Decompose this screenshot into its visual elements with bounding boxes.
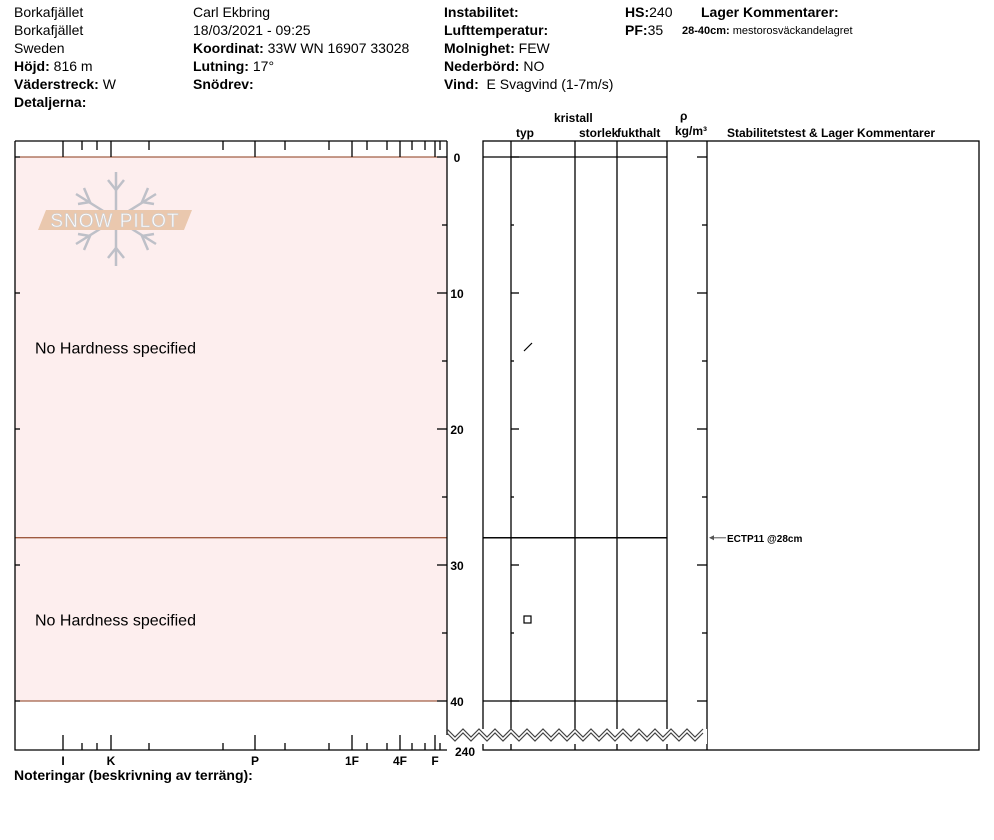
grain-decomposing-icon (523, 342, 533, 352)
details-label: Detaljerna: (14, 94, 87, 110)
depth-label: 30 (450, 559, 464, 573)
header-density-unit: kg/m³ (675, 124, 708, 138)
hardness-label-I: I (61, 754, 64, 768)
elevation: Höjd: 816 m (14, 57, 93, 75)
layer-comment: 28-40cm: mestorosväckandelagret (682, 22, 853, 40)
drift-label: Snödrev: (193, 76, 254, 92)
pf-label: PF: (625, 22, 648, 38)
header-crystal: kristall (554, 111, 593, 125)
header-size: storlek (579, 126, 619, 140)
sky: Molnighet: FEW (444, 39, 550, 57)
datetime: 18/03/2021 - 09:25 (193, 22, 311, 38)
sky-value: FEW (518, 40, 550, 56)
stability-test-label: ECTP11 @28cm (727, 534, 802, 545)
layer-comments-label: Lager Kommentarer: (701, 4, 839, 20)
hs: HS:240 (625, 3, 672, 21)
header-type: typ (516, 126, 534, 140)
depth-label: 40 (450, 695, 464, 709)
hardness-label-4F: 4F (393, 754, 407, 768)
hs-label: HS: (625, 4, 650, 20)
hs-value: 240 (649, 4, 673, 20)
hardness-label-F: F (431, 754, 438, 768)
aspect: Väderstreck: W (14, 75, 116, 93)
depth-break-line (446, 728, 704, 738)
hardness-bottom-axis (14, 141, 447, 751)
arrowhead-icon (709, 535, 714, 541)
location-1: Borkafjället (14, 4, 84, 20)
depth-label: 0 (454, 151, 461, 165)
coord-value: 33W WN 16907 33028 (267, 40, 410, 56)
wind: Vind: E Svagvind (1-7m/s) (444, 75, 613, 93)
layer-table (482, 140, 980, 751)
coordinate: Koordinat: 33W WN 16907 33028 (193, 39, 409, 57)
observer: Carl Ekbring (193, 4, 271, 20)
location-2: Borkafjället (14, 22, 84, 38)
wind-value: E Svagvind (1-7m/s) (486, 76, 614, 92)
aspect-label: Väderstreck: (14, 76, 99, 92)
header-moisture: fukthalt (617, 126, 661, 140)
depth-label: 20 (450, 423, 464, 437)
instability-label: Instabilitet: (444, 4, 519, 20)
depth-break-line (446, 732, 704, 742)
hardness-label-P: P (251, 754, 259, 768)
hardness-layer-label: No Hardness specified (35, 340, 196, 357)
precip: Nederbörd: NO (444, 57, 544, 75)
header-stability: Stabilitetstest & Lager Kommentarer (727, 126, 936, 140)
hardness-layer-label: No Hardness specified (35, 612, 196, 629)
coord-label: Koordinat: (193, 40, 264, 56)
precip-value: NO (523, 58, 545, 74)
slope-label: Lutning: (193, 58, 249, 74)
wind-label: Vind: (444, 76, 479, 92)
hardness-label-1F: 1F (345, 754, 359, 768)
slope: Lutning: 17° (193, 57, 274, 75)
aspect-value: W (102, 76, 116, 92)
grain-faceted-icon (523, 615, 532, 624)
pf-value: 35 (647, 22, 664, 38)
elevation-value: 816 m (53, 58, 93, 74)
pf: PF:35 (625, 21, 663, 39)
logo-text: SNOW PILOT (50, 211, 179, 232)
layer-comment-range: 28-40cm: (682, 25, 730, 37)
country: Sweden (14, 40, 65, 56)
depth-label: 10 (450, 287, 464, 301)
depth-label: 240 (455, 745, 475, 759)
layer-comment-text: mestorosväckandelagret (732, 25, 853, 37)
sky-label: Molnighet: (444, 40, 515, 56)
precip-label: Nederbörd: (444, 58, 520, 74)
slope-value: 17° (252, 58, 275, 74)
snowpilot-logo: SNOW PILOT (38, 172, 192, 266)
airtemp-label: Lufttemperatur: (444, 22, 549, 38)
notes-label: Noteringar (beskrivning av terräng): (14, 767, 253, 783)
elevation-label: Höjd: (14, 58, 50, 74)
hardness-label-K: K (107, 754, 116, 768)
header-rho: ρ (680, 109, 688, 123)
